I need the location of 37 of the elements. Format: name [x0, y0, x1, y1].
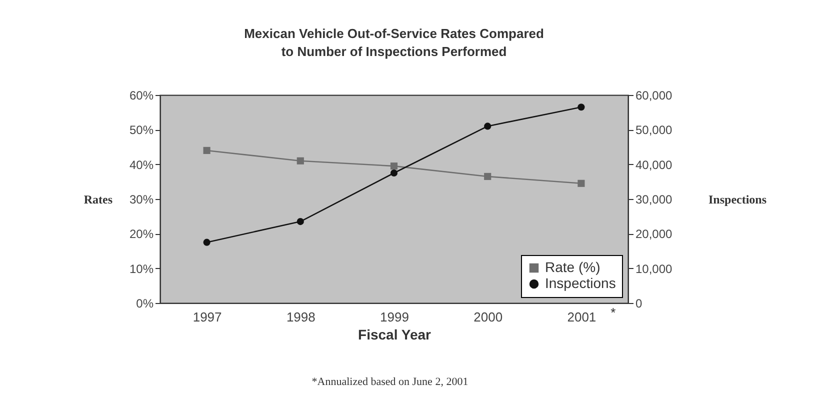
x-tick-label: 1998: [286, 310, 316, 324]
point: [390, 162, 398, 170]
y2-tick-label: 10,000: [636, 262, 673, 276]
y-tick-label: 20%: [129, 227, 154, 242]
y2-axis-title: Inspections: [708, 192, 767, 206]
y2-tick-label: 60,000: [636, 88, 673, 102]
point: [203, 146, 210, 154]
x-tick-label: 1999: [380, 310, 409, 324]
point: [296, 157, 304, 164]
point: [578, 180, 585, 187]
y-tick-label: 50%: [129, 123, 154, 138]
y-tick-label: 40%: [129, 158, 154, 172]
y-tick-label: 10%: [129, 262, 154, 276]
y2-tick-label: 40,000: [636, 158, 673, 172]
legend-label: Inspections: [545, 275, 616, 291]
text: *: [610, 305, 616, 320]
point: [296, 218, 304, 226]
point: [484, 172, 492, 180]
point: [578, 104, 585, 111]
y2-tick-label: 50,000: [636, 123, 673, 138]
y-tick-label: 60%: [129, 88, 154, 102]
y2-tick-label: 20,000: [636, 227, 673, 242]
legend-label: Rate (%): [545, 259, 600, 275]
point: [203, 238, 210, 246]
y2-tick-label: 0: [636, 296, 642, 310]
y-axis-title: Rates: [84, 192, 113, 206]
chart-title: Mexican Vehicle Out-of-Service Rates Compared to Number of Inspections Performed: [244, 26, 544, 59]
x-tick-label: 1997: [192, 310, 222, 324]
y-tick-label: 0%: [136, 296, 154, 310]
text: *Annualized based on June 2, 2001: [310, 376, 470, 388]
point: [390, 169, 398, 177]
y2-tick-label: 30,000: [636, 192, 673, 206]
y-tick-label: 30%: [129, 192, 154, 206]
x-tick-label: 2000: [474, 310, 503, 324]
x-axis-title: Fiscal Year: [358, 326, 432, 342]
x-tick-label: 2001: [567, 310, 596, 324]
point: [484, 122, 492, 130]
